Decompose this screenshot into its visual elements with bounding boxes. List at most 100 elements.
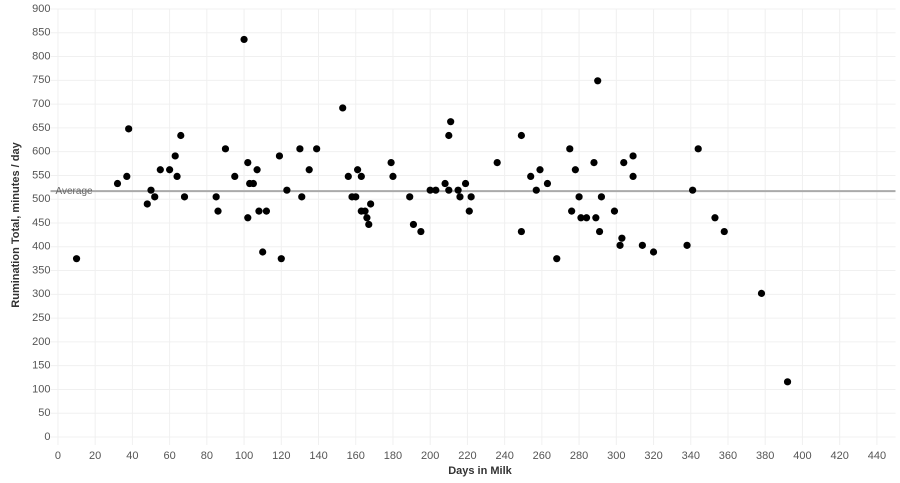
x-tick-label: 340	[682, 450, 700, 462]
x-tick-label: 180	[384, 450, 402, 462]
point	[123, 172, 131, 180]
point	[689, 186, 697, 194]
point	[426, 186, 434, 194]
y-tick-label: 400	[32, 241, 50, 253]
point	[151, 193, 159, 201]
point	[553, 255, 561, 263]
y-tick-label: 100	[32, 383, 50, 395]
point	[527, 172, 535, 180]
point	[629, 172, 637, 180]
point	[571, 166, 579, 174]
point	[367, 200, 375, 208]
reference-label: Average	[56, 186, 94, 197]
point	[354, 166, 362, 174]
point	[365, 220, 373, 229]
point	[253, 166, 261, 174]
x-tick-label: 360	[719, 450, 737, 462]
point	[244, 214, 252, 222]
y-tick-label: 650	[32, 122, 50, 134]
point	[536, 166, 544, 174]
point	[171, 152, 179, 160]
point	[357, 172, 365, 180]
point	[212, 193, 220, 201]
y-tick-label: 150	[32, 360, 50, 372]
point	[156, 166, 164, 174]
point	[262, 207, 271, 215]
point	[575, 193, 583, 201]
point	[461, 179, 470, 188]
point	[566, 145, 574, 153]
point	[683, 241, 691, 249]
point	[177, 131, 185, 140]
point	[445, 131, 453, 140]
point	[298, 193, 306, 201]
point	[214, 207, 222, 215]
x-tick-label: 40	[126, 450, 138, 462]
point	[649, 248, 658, 256]
y-tick-label: 800	[32, 50, 50, 62]
point	[275, 152, 284, 160]
point	[597, 193, 606, 201]
x-tick-label: 420	[830, 450, 848, 462]
point	[711, 214, 719, 222]
x-tick-label: 140	[309, 450, 327, 462]
point	[244, 159, 252, 167]
point	[456, 193, 464, 201]
x-tick-label: 60	[163, 450, 175, 462]
y-tick-label: 0	[44, 431, 50, 443]
point	[638, 241, 646, 249]
point	[125, 125, 133, 133]
point	[454, 186, 462, 194]
y-tick-label: 450	[32, 217, 50, 229]
point	[173, 172, 181, 180]
point	[387, 159, 395, 167]
x-tick-label: 80	[201, 450, 213, 462]
point	[389, 172, 397, 180]
point	[445, 186, 453, 194]
x-tick-label: 120	[272, 450, 290, 462]
x-axis-title: Days in Milk	[448, 465, 512, 477]
x-tick-label: 220	[458, 450, 476, 462]
point	[447, 118, 455, 126]
point	[467, 193, 475, 201]
point	[143, 200, 151, 208]
point	[313, 145, 321, 153]
point	[595, 227, 604, 236]
point	[255, 207, 263, 215]
point	[361, 207, 369, 215]
point	[582, 214, 591, 222]
point	[517, 131, 525, 140]
y-axis-title: Rumination Total, minutes / day	[10, 141, 22, 307]
y-tick-label: 850	[32, 27, 50, 39]
x-tick-label: 320	[644, 450, 662, 462]
point	[417, 227, 425, 236]
point	[432, 186, 440, 194]
y-tick-label: 300	[32, 288, 50, 300]
x-tick-label: 0	[55, 450, 61, 462]
point	[720, 227, 728, 236]
point	[344, 172, 352, 180]
point	[629, 152, 637, 160]
point	[406, 193, 414, 201]
x-tick-label: 200	[421, 450, 439, 462]
point	[277, 255, 285, 263]
y-tick-label: 250	[32, 312, 50, 324]
point	[249, 179, 257, 188]
point	[783, 378, 792, 386]
point	[493, 159, 501, 167]
point	[352, 193, 360, 201]
x-tick-label: 240	[495, 450, 513, 462]
y-tick-label: 600	[32, 146, 50, 158]
point	[72, 255, 81, 263]
x-tick-label: 280	[570, 450, 588, 462]
x-tick-label: 400	[793, 450, 811, 462]
point	[231, 172, 239, 180]
point	[757, 289, 766, 297]
point	[590, 159, 598, 167]
point	[568, 207, 576, 215]
point	[259, 248, 267, 256]
y-tick-label: 550	[32, 169, 50, 181]
y-tick-label: 200	[32, 336, 50, 348]
point	[409, 220, 418, 229]
